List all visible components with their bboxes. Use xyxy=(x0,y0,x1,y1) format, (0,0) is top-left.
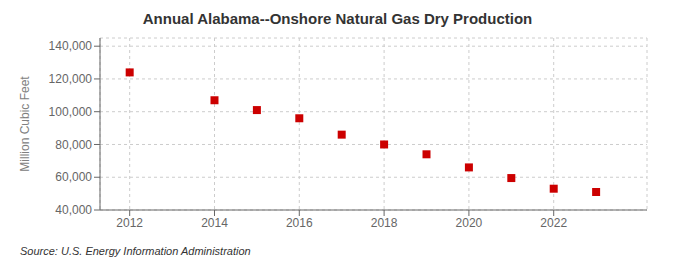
html-text:Source: U.S. Energy Informatio: Source: U.S. Energy Information Administ… xyxy=(20,245,251,257)
html-text:Annual Alabama--Onshore Natura: Annual Alabama--Onshore Natural Gas Dry … xyxy=(142,10,533,27)
svg-text:140,000: 140,000 xyxy=(49,39,93,53)
svg-text:2018: 2018 xyxy=(371,216,398,230)
svg-text:60,000: 60,000 xyxy=(55,170,92,184)
svg-text:40,000: 40,000 xyxy=(55,203,92,217)
svg-text:80,000: 80,000 xyxy=(55,138,92,152)
svg-text:2016: 2016 xyxy=(286,216,313,230)
svg-text:100,000: 100,000 xyxy=(49,105,93,119)
svg-text:2014: 2014 xyxy=(201,216,228,230)
svg-text:2020: 2020 xyxy=(456,216,483,230)
svg-text:2022: 2022 xyxy=(540,216,567,230)
svg-text:2012: 2012 xyxy=(116,216,143,230)
svg-text:Million Cubic Feet: Million Cubic Feet xyxy=(18,76,32,172)
svg-text:120,000: 120,000 xyxy=(49,72,93,86)
